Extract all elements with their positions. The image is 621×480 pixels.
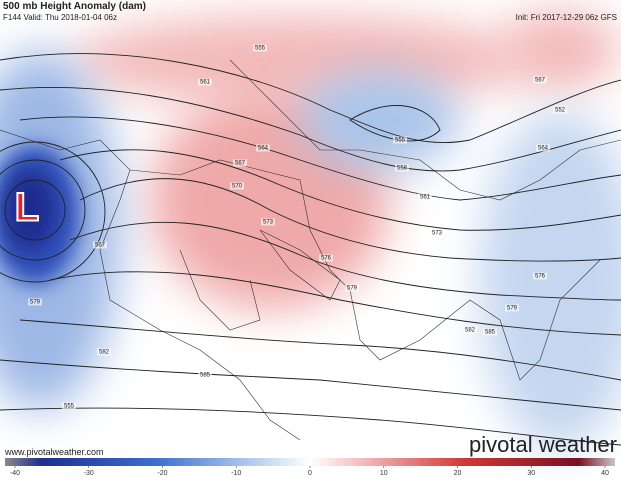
coastlines <box>0 59 621 441</box>
low-pressure-marker: L <box>15 186 39 230</box>
brand-logo: pivotal weather <box>469 432 617 457</box>
contour-label: 567 <box>95 243 106 249</box>
contour-label-bg <box>198 78 212 86</box>
valid-time: F144 Valid: Thu 2018-01-04 06z <box>3 13 117 22</box>
map-title: 500 mb Height Anomaly (dam) <box>3 1 146 12</box>
contour-label-bg <box>430 229 444 237</box>
contour-label-bg <box>418 193 432 201</box>
colorbar-tick-label: 10 <box>380 470 388 477</box>
website: www.pivotalweather.com <box>4 447 104 457</box>
contour-label: 579 <box>347 286 358 292</box>
contour-label-bg <box>62 402 76 410</box>
contour-label-bg <box>97 348 111 356</box>
contour-label: 564 <box>538 146 549 152</box>
contour-label-bg <box>533 76 547 84</box>
colorbar-tick-label: 0 <box>308 470 312 477</box>
contour-label-bg <box>505 304 519 312</box>
contour-label-bg <box>198 371 212 379</box>
contour-label-bg <box>28 298 42 306</box>
contour-label-bg <box>345 284 359 292</box>
colorbar-tick-label: -30 <box>84 470 94 477</box>
colorbar-tick-label: 40 <box>601 470 609 477</box>
colorbar-tick-label: -10 <box>231 470 241 477</box>
contour-label: 561 <box>420 195 431 201</box>
colorbar-tick-label: -40 <box>10 470 20 477</box>
contour-label-bg <box>256 144 270 152</box>
contour-label-bg <box>533 272 547 280</box>
contour-label-bg <box>253 44 267 52</box>
contour-label-bg <box>319 254 333 262</box>
contour-label: 585 <box>200 373 211 379</box>
contour-label: 582 <box>465 328 476 334</box>
contour-label-bg <box>553 106 567 114</box>
contour-label: 585 <box>485 330 496 336</box>
contours <box>0 53 621 446</box>
contour-label-bg <box>233 159 247 167</box>
colorbar-tick-label: 30 <box>527 470 535 477</box>
colorbar-tick-label: -20 <box>157 470 167 477</box>
contour-label-bg <box>261 218 275 226</box>
contour-label: 555 <box>395 138 406 144</box>
contour-label: 561 <box>200 80 211 86</box>
contour-label: 576 <box>321 256 332 262</box>
contour-label: 555 <box>64 404 75 410</box>
contour-label: 576 <box>535 274 546 280</box>
contour-label-bg <box>230 182 244 190</box>
contour-label-bg <box>483 328 497 336</box>
contour-label: 579 <box>507 306 518 312</box>
contour-label-bg <box>393 136 407 144</box>
contour-label-bg <box>93 241 107 249</box>
contour-label-bg <box>536 144 550 152</box>
contour-label: 567 <box>235 161 246 167</box>
contour-label: 564 <box>258 146 269 152</box>
contour-label: 552 <box>555 108 566 114</box>
contour-label: 579 <box>30 300 41 306</box>
contour-label: 573 <box>432 231 443 237</box>
contour-label: 567 <box>535 78 546 84</box>
contour-label: 555 <box>255 46 266 52</box>
contour-label: 573 <box>263 220 274 226</box>
contour-label: 570 <box>232 184 243 190</box>
colorbar-tick-label: 20 <box>454 470 462 477</box>
contour-label: 582 <box>99 350 110 356</box>
contour-label-bg <box>463 326 477 334</box>
contour-label: 558 <box>397 166 408 172</box>
colorbar <box>5 458 615 466</box>
contour-label-bg <box>395 164 409 172</box>
init-time: Init: Fri 2017-12-29 06z GFS <box>516 13 617 22</box>
